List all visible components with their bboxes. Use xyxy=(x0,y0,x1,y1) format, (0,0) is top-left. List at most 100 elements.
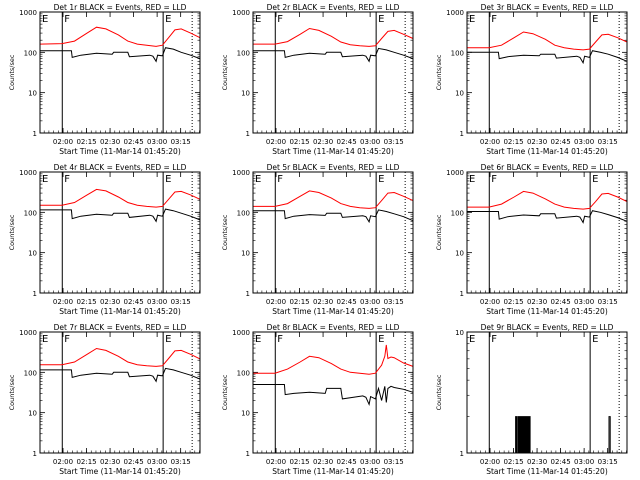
series-line-events xyxy=(467,210,628,224)
y-tick-label: 10 xyxy=(241,410,250,418)
y-tick-label: 1 xyxy=(33,130,37,138)
series-line-lld xyxy=(467,190,628,210)
y-tick-label: 1 xyxy=(246,450,250,458)
y-tick-label: 100 xyxy=(237,369,250,377)
y-tick-label: 1 xyxy=(460,450,464,458)
marker-label-e: E xyxy=(255,334,261,345)
panel-title: Det 8r BLACK = Events, RED = LLD xyxy=(267,323,400,332)
x-tick-label: 02:30 xyxy=(100,458,120,466)
y-axis-label: Counts/sec xyxy=(8,374,16,410)
marker-label-f: F xyxy=(64,334,70,345)
panel-det-6: Det 6r BLACK = Events, RED = LLD E F E 1 10 10… xyxy=(435,163,628,316)
y-tick-label: 1000 xyxy=(446,9,464,17)
panel-det-9: Det 9r BLACK = Events, RED = LLD E F E 1 10 02… xyxy=(435,323,628,476)
panel-det-2: Det 2r BLACK = Events, RED = LLD E F E 1 10 10… xyxy=(221,3,414,156)
y-tick-label: 1000 xyxy=(19,329,37,337)
y-tick-label: 100 xyxy=(451,209,464,217)
marker-label-e: E xyxy=(165,174,171,185)
x-tick-label: 03:15 xyxy=(171,138,191,146)
panel-title: Det 6r BLACK = Events, RED = LLD xyxy=(481,163,614,172)
x-tick-label: 02:45 xyxy=(124,298,144,306)
x-tick-label: 03:15 xyxy=(384,298,404,306)
x-axis-label: Start Time (11-Mar-14 01:45:20) xyxy=(272,147,394,156)
plot-frame xyxy=(39,331,201,454)
series-line-events xyxy=(467,50,628,65)
panel-title: Det 9r BLACK = Events, RED = LLD xyxy=(481,323,614,332)
x-axis-label: Start Time (11-Mar-14 01:45:20) xyxy=(59,147,181,156)
panel-title: Det 3r BLACK = Events, RED = LLD xyxy=(481,3,614,12)
x-tick-label: 03:00 xyxy=(147,298,167,306)
y-tick-label: 1000 xyxy=(232,329,250,337)
series-line-events xyxy=(253,384,414,407)
plot-frame xyxy=(39,171,201,294)
marker-label-f: F xyxy=(64,14,70,25)
y-tick-label: 10 xyxy=(28,90,37,98)
panel-title: Det 7r BLACK = Events, RED = LLD xyxy=(54,323,187,332)
x-tick-label: 02:30 xyxy=(527,138,547,146)
x-tick-label: 02:30 xyxy=(313,298,333,306)
y-tick-label: 100 xyxy=(24,209,37,217)
panel-title: Det 2r BLACK = Events, RED = LLD xyxy=(267,3,400,12)
y-axis-label: Counts/sec xyxy=(221,214,229,250)
y-tick-label: 10 xyxy=(28,250,37,258)
marker-label-f: F xyxy=(64,174,70,185)
marker-label-e: E xyxy=(592,174,598,185)
y-axis-label: Counts/sec xyxy=(435,374,443,410)
x-tick-label: 03:00 xyxy=(360,138,380,146)
y-tick-label: 1000 xyxy=(232,169,250,177)
plot-frame xyxy=(252,11,414,134)
y-axis-label: Counts/sec xyxy=(435,214,443,250)
marker-label-f: F xyxy=(277,334,283,345)
y-axis-label: Counts/sec xyxy=(221,54,229,90)
y-tick-label: 100 xyxy=(451,49,464,57)
plot-frame xyxy=(466,331,628,454)
x-tick-label: 02:30 xyxy=(313,138,333,146)
x-tick-label: 02:15 xyxy=(503,458,523,466)
x-axis-label: Start Time (11-Mar-14 01:45:20) xyxy=(486,147,608,156)
x-tick-label: 02:30 xyxy=(527,458,547,466)
x-axis-label: Start Time (11-Mar-14 01:45:20) xyxy=(59,307,181,316)
x-axis-label: Start Time (11-Mar-14 01:45:20) xyxy=(486,467,608,476)
x-tick-label: 02:45 xyxy=(551,138,571,146)
x-tick-label: 02:45 xyxy=(124,138,144,146)
x-tick-label: 02:00 xyxy=(53,298,73,306)
marker-label-e: E xyxy=(165,14,171,25)
y-axis-label: Counts/sec xyxy=(8,54,16,90)
marker-label-e: E xyxy=(469,174,475,185)
y-tick-label: 1000 xyxy=(19,9,37,17)
marker-label-e: E xyxy=(255,174,261,185)
plot-frame xyxy=(252,331,414,454)
x-tick-label: 02:00 xyxy=(266,138,286,146)
x-tick-label: 02:15 xyxy=(76,138,96,146)
panel-det-3: Det 3r BLACK = Events, RED = LLD E F E 1 10 10… xyxy=(435,3,628,156)
y-tick-label: 10 xyxy=(28,410,37,418)
x-tick-label: 02:00 xyxy=(53,458,73,466)
panel-title: Det 1r BLACK = Events, RED = LLD xyxy=(54,3,187,12)
series-line-events xyxy=(253,47,414,63)
x-tick-label: 02:15 xyxy=(503,298,523,306)
x-tick-label: 03:00 xyxy=(360,458,380,466)
marker-label-e: E xyxy=(165,334,171,345)
y-tick-label: 100 xyxy=(24,369,37,377)
y-tick-label: 1000 xyxy=(446,169,464,177)
x-tick-label: 02:15 xyxy=(503,138,523,146)
marker-label-e: E xyxy=(42,334,48,345)
y-tick-label: 10 xyxy=(455,250,464,258)
x-tick-label: 02:00 xyxy=(480,298,500,306)
x-tick-label: 02:15 xyxy=(289,138,309,146)
y-tick-label: 100 xyxy=(237,49,250,57)
x-tick-label: 03:00 xyxy=(574,458,594,466)
y-tick-label: 1 xyxy=(33,290,37,298)
series-line-events xyxy=(40,208,201,223)
panel-det-5: Det 5r BLACK = Events, RED = LLD E F E 1 10 10… xyxy=(221,163,414,316)
x-tick-label: 02:30 xyxy=(527,298,547,306)
marker-label-e: E xyxy=(592,14,598,25)
x-tick-label: 02:30 xyxy=(100,298,120,306)
marker-label-e: E xyxy=(255,14,261,25)
x-axis-label: Start Time (11-Mar-14 01:45:20) xyxy=(59,467,181,476)
x-tick-label: 02:45 xyxy=(337,298,357,306)
marker-label-e: E xyxy=(378,174,384,185)
marker-label-f: F xyxy=(277,14,283,25)
x-tick-label: 03:15 xyxy=(171,458,191,466)
